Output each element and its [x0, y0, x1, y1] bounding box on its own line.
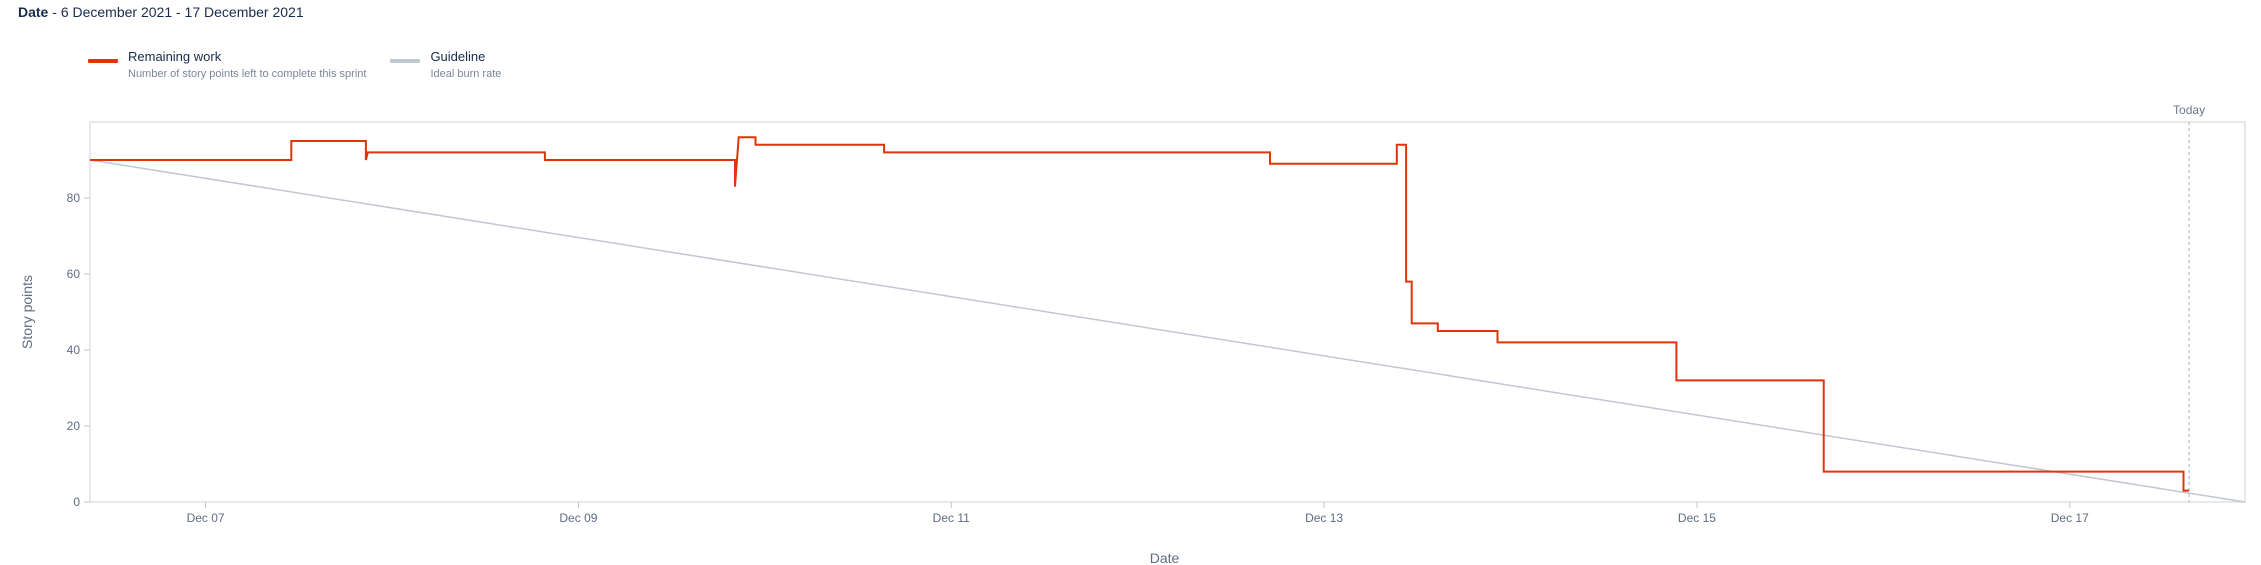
guideline-swatch	[390, 59, 421, 63]
date-label: Date	[18, 4, 49, 20]
y-tick-label: 20	[67, 419, 81, 433]
legend-name: Remaining work	[128, 49, 222, 64]
today-label: Today	[2173, 103, 2205, 117]
y-tick-label: 80	[67, 191, 81, 205]
legend-name: Guideline	[430, 49, 486, 64]
y-tick-label: 60	[67, 267, 81, 281]
plot-frame	[89, 121, 2246, 503]
y-tick-label: 0	[73, 495, 80, 509]
date-range-header: Date - 6 December 2021 - 17 December 202…	[18, 2, 304, 22]
x-tick-label: Dec 15	[1678, 511, 1716, 525]
y-axis-label: Story points	[19, 275, 35, 349]
legend-description: Ideal burn rate	[430, 68, 502, 80]
x-tick-label: Dec 11	[933, 511, 970, 525]
chart-legend: Remaining work Number of story points le…	[88, 48, 501, 82]
x-tick-label: Dec 17	[2051, 511, 2089, 525]
date-range-value: 6 December 2021 - 17 December 2021	[60, 4, 304, 20]
legend-item-remaining-work[interactable]: Remaining work Number of story points le…	[88, 48, 366, 82]
date-separator: -	[48, 4, 61, 20]
remaining-work-line	[90, 136, 2190, 492]
remaining-work-swatch	[88, 59, 118, 63]
x-tick-label: Dec 09	[559, 511, 597, 525]
x-tick-label: Dec 07	[187, 511, 225, 525]
x-axis-label: Date	[1150, 550, 1180, 565]
guideline-line	[89, 159, 2246, 503]
legend-item-guideline[interactable]: Guideline Ideal burn rate	[390, 48, 501, 82]
y-tick-label: 40	[67, 343, 81, 357]
legend-description: Number of story points left to complete …	[128, 68, 367, 80]
x-tick-label: Dec 13	[1305, 511, 1343, 525]
